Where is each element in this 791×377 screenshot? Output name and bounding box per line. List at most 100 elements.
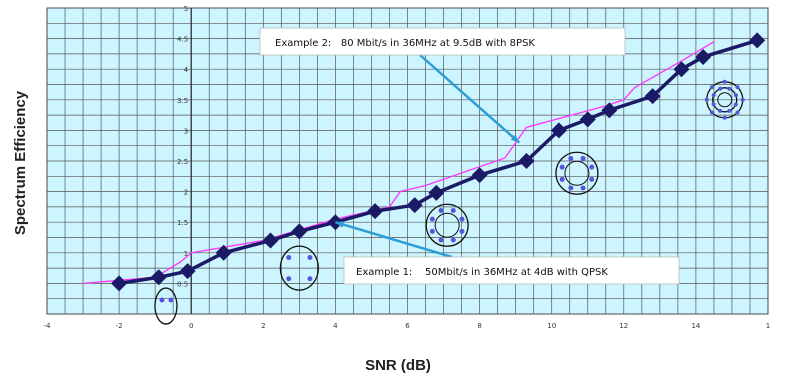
constellation-point <box>568 155 574 161</box>
data-point-marker <box>601 102 618 119</box>
constellation-point <box>429 216 435 222</box>
data-point-marker <box>179 263 196 280</box>
x-tick-label: 14 <box>691 322 700 330</box>
constellation-point <box>307 276 313 282</box>
y-tick-label: 5 <box>184 5 188 13</box>
data-point-marker <box>695 48 712 65</box>
constellation-8psk <box>555 151 599 195</box>
constellation-point <box>727 86 732 91</box>
data-series <box>82 32 766 292</box>
constellation-ring <box>712 87 738 113</box>
y-tick-label: 0.5 <box>177 280 188 288</box>
constellation-point <box>286 254 292 260</box>
x-tick-label: 0 <box>189 322 193 330</box>
constellation-point <box>568 185 574 191</box>
data-point-marker <box>262 232 279 249</box>
constellation-point <box>718 86 723 91</box>
data-point-marker <box>367 203 384 220</box>
constellation-point <box>735 85 740 90</box>
constellation-point <box>580 155 586 161</box>
data-point-marker <box>644 88 661 105</box>
constellation-point <box>307 254 313 260</box>
data-point-marker <box>406 197 423 214</box>
constellation-point <box>711 93 716 98</box>
grid-lines <box>46 7 769 315</box>
constellation-point <box>710 110 715 115</box>
annotation-example-1: Example 1: 50Mbit/s in 36MHz at 4dB with… <box>335 221 680 285</box>
x-tick-label: 2 <box>261 322 265 330</box>
constellation-point <box>710 85 715 90</box>
constellation-point <box>704 97 709 102</box>
annotation-arrow <box>335 221 453 259</box>
constellation-point <box>589 164 595 170</box>
data-point-marker <box>579 111 596 128</box>
constellation-point <box>450 237 456 243</box>
y-tick-label: 2.5 <box>177 158 188 166</box>
constellation-point <box>718 108 723 113</box>
annotation-text: Example 2: 80 Mbit/s in 36MHz at 9.5dB w… <box>275 38 535 49</box>
constellation-8psk <box>425 203 469 247</box>
constellation-point <box>589 176 595 182</box>
y-axis-title: Spectrum Efficiency <box>12 90 29 235</box>
y-tick-label: 3 <box>184 127 188 135</box>
constellation-point <box>733 93 738 98</box>
x-tick-label: 8 <box>477 322 481 330</box>
constellation-point <box>733 102 738 107</box>
y-tick-label: 2 <box>184 189 188 197</box>
constellation-point <box>438 207 444 213</box>
constellation-ring <box>564 160 590 186</box>
y-tick-label: 4 <box>184 66 189 74</box>
constellation-point <box>459 216 465 222</box>
data-point-marker <box>291 223 308 240</box>
constellation-point <box>438 237 444 243</box>
reference-curve-line <box>82 41 715 285</box>
y-tick-label: 1 <box>184 250 188 258</box>
data-point-marker <box>471 167 488 184</box>
constellation-point <box>580 185 586 191</box>
annotation-text: Example 1: 50Mbit/s in 36MHz at 4dB with… <box>356 267 608 278</box>
data-point-marker <box>749 32 766 49</box>
constellation-point <box>159 297 165 303</box>
annotations: Example 2: 80 Mbit/s in 36MHz at 9.5dB w… <box>259 27 680 285</box>
constellation-point <box>459 228 465 234</box>
y-tick-label: 3.5 <box>177 97 188 105</box>
x-tick-label: 1 <box>766 322 770 330</box>
data-point-marker <box>428 184 445 201</box>
x-tick-label: 4 <box>333 322 338 330</box>
constellation-16apsk <box>704 79 745 120</box>
constellation-point <box>722 115 727 120</box>
constellation-point <box>735 110 740 115</box>
data-point-marker <box>150 269 167 286</box>
constellation-diagrams <box>154 79 745 325</box>
x-tick-label: 10 <box>547 322 556 330</box>
annotation-arrow-head <box>510 134 520 143</box>
annotation-box <box>343 256 680 285</box>
constellation-qpsk <box>279 245 320 291</box>
constellation-ring <box>425 203 469 247</box>
annotation-box <box>259 27 626 56</box>
x-tick-label: -2 <box>116 322 123 330</box>
constellation-point <box>559 164 565 170</box>
constellation-point <box>711 102 716 107</box>
constellation-point <box>168 297 174 303</box>
x-tick-label: -4 <box>44 322 52 330</box>
annotation-arrow-head <box>335 221 345 228</box>
constellation-point <box>740 97 745 102</box>
annotation-arrow <box>419 54 521 144</box>
y-tick-label: 4.5 <box>177 36 188 44</box>
constellation-ring <box>279 245 320 291</box>
data-point-marker <box>550 122 567 139</box>
constellation-point <box>286 276 292 282</box>
constellation-ring <box>434 212 460 238</box>
constellation-point <box>429 228 435 234</box>
constellation-ring <box>555 151 599 195</box>
data-point-marker <box>215 244 232 261</box>
constellation-ring <box>154 287 178 325</box>
constellation-point <box>559 176 565 182</box>
y-tick-label: 1.5 <box>177 219 188 227</box>
constellation-point <box>727 108 732 113</box>
x-axis-title: SNR (dB) <box>365 357 431 374</box>
x-tick-label: 6 <box>405 322 410 330</box>
constellation-point <box>450 207 456 213</box>
data-point-marker <box>518 153 535 169</box>
